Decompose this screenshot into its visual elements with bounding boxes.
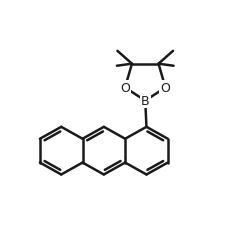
Text: B: B (141, 95, 149, 108)
Text: O: O (160, 82, 170, 95)
Text: O: O (120, 82, 130, 95)
